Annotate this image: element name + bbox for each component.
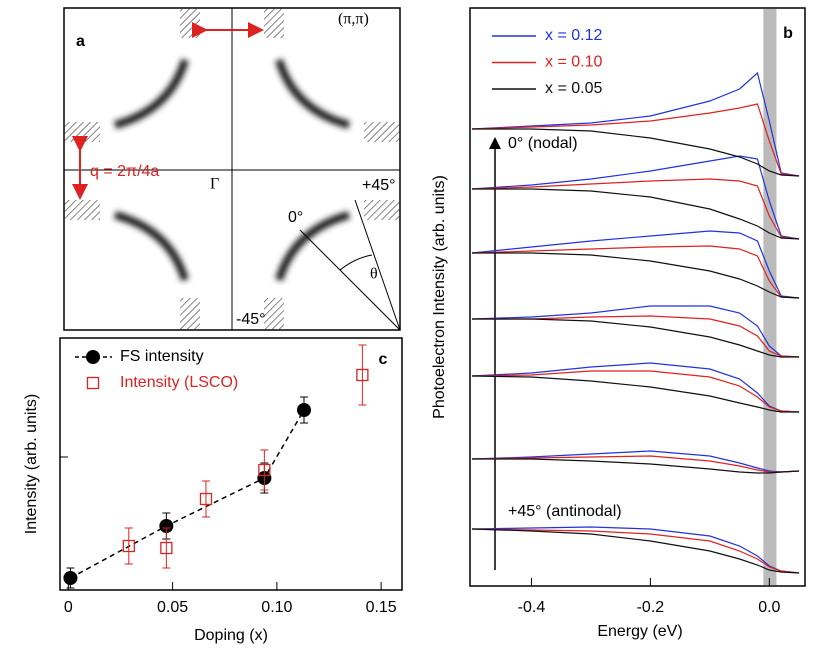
legend-label: Intensity (LSCO) — [120, 374, 238, 391]
spectrum-line — [471, 375, 800, 413]
spectrum-line — [472, 318, 800, 358]
q-label: q = 2π/4a — [90, 163, 159, 180]
annotation: +45° (antinodal) — [508, 503, 622, 520]
angle-label: -45° — [236, 311, 266, 328]
legend-label: x = 0.12 — [545, 27, 602, 44]
spectrum-line — [471, 526, 800, 574]
fermi-arcs — [113, 58, 351, 282]
spectrum-line — [471, 103, 800, 177]
spectrum-line — [471, 305, 800, 358]
spectrum-line — [472, 315, 800, 358]
panel-label: a — [76, 33, 85, 50]
angle-line — [299, 229, 401, 331]
theta-label: θ — [370, 266, 378, 283]
spectrum-line — [472, 188, 800, 240]
data-point — [258, 463, 271, 477]
error-bar — [358, 344, 367, 406]
legend-label: x = 0.05 — [545, 80, 602, 97]
x-tick-label: -0.4 — [518, 599, 546, 616]
frame — [469, 7, 806, 587]
spectrum-line — [472, 252, 800, 299]
y-axis-label: Photoelectron Intensity (arb. units) — [431, 175, 448, 419]
x-tick-label: 0.10 — [261, 599, 292, 616]
panel-a: a (π,π) q = 2π/4a Γ +45° 0° -45° θ — [63, 7, 401, 331]
panel-label: c — [379, 351, 388, 368]
spectrum-line — [472, 128, 800, 177]
spectrum-line — [471, 362, 800, 413]
error-bar — [201, 480, 210, 518]
spectrum-line — [471, 528, 800, 574]
hatched-regions — [64, 8, 400, 330]
panel-label: b — [783, 25, 793, 42]
spectrum-line — [471, 245, 800, 299]
data-point — [160, 541, 173, 555]
corner-label: (π,π) — [338, 11, 369, 28]
data-point — [356, 368, 369, 382]
error-bar — [260, 449, 269, 491]
spectrum-line — [471, 230, 800, 299]
x-axis-label: Doping (x) — [194, 627, 268, 644]
x-tick-label: 0.0 — [758, 599, 780, 616]
legend-marker — [86, 376, 100, 390]
data-point — [122, 539, 135, 553]
y-axis-label: Intensity (arb. units) — [23, 394, 40, 535]
data-point — [63, 571, 78, 585]
spectrum-line — [471, 528, 800, 574]
trend-line — [70, 409, 305, 579]
angle-arc — [339, 254, 373, 271]
shaded-region — [763, 9, 777, 585]
x-tick-label: -0.2 — [637, 599, 665, 616]
legend-label: FS intensity — [120, 348, 204, 365]
spectrum-line — [471, 370, 800, 413]
legend-marker — [86, 350, 100, 364]
x-tick-label: 0 — [64, 599, 73, 616]
angle-label: +45° — [362, 177, 396, 194]
frame — [59, 337, 403, 591]
x-tick-label: 0.05 — [157, 599, 188, 616]
data-point — [296, 403, 311, 417]
error-bar — [124, 527, 133, 565]
data-point — [159, 519, 174, 533]
data-point — [199, 492, 213, 506]
angle-line — [354, 199, 401, 331]
legend-label: x = 0.10 — [545, 54, 602, 71]
angle-label: 0° — [288, 209, 303, 226]
spectrum-line — [471, 71, 800, 177]
error-bar — [162, 527, 171, 569]
annotation: 0° (nodal) — [508, 135, 578, 152]
x-axis-label: Energy (eV) — [597, 623, 682, 640]
spectrum-line — [472, 458, 800, 474]
gamma-label: Γ — [210, 176, 219, 193]
spectrum-line — [471, 155, 800, 240]
x-tick-label: 0.15 — [366, 599, 397, 616]
spectrum-line — [471, 178, 800, 240]
